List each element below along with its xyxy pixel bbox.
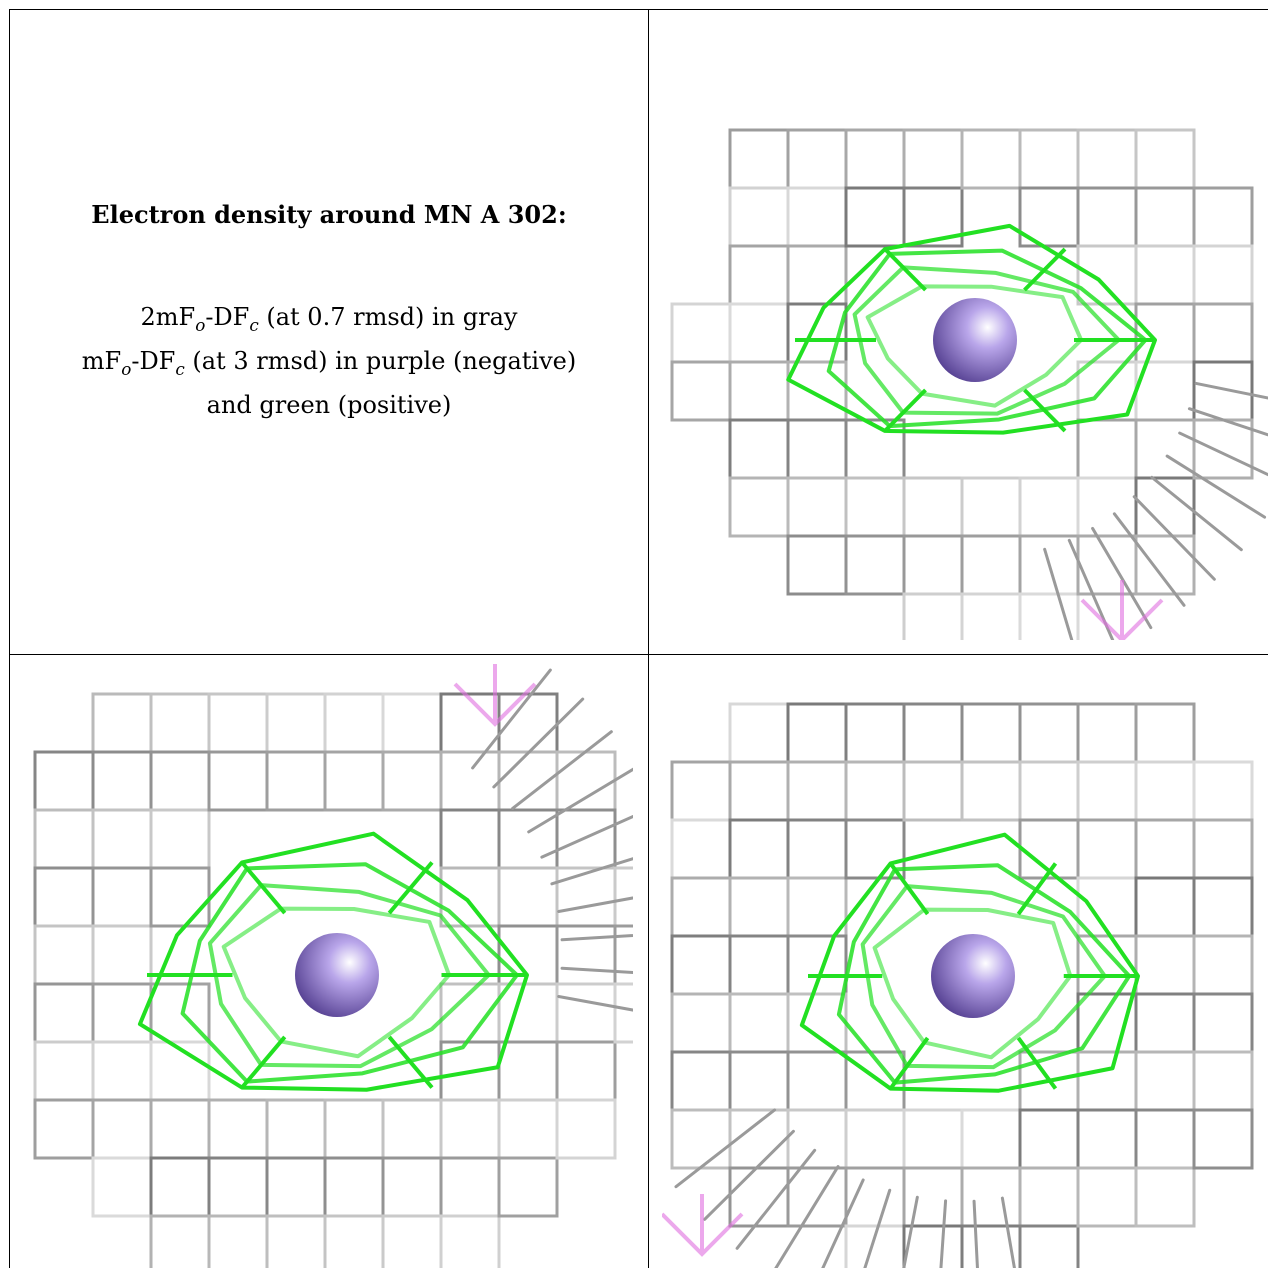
legend-line-gray: 2mFo-DFc (at 0.7 rmsd) in gray <box>140 303 518 335</box>
grid-border-top <box>9 9 1268 10</box>
green-density-mesh <box>799 832 1140 1093</box>
gray-density-mesh <box>670 702 1254 1268</box>
purple-density-mesh <box>453 664 537 727</box>
manganese-atom-sphere <box>933 298 1017 382</box>
grid-border-left <box>9 9 10 1268</box>
legend-title: Electron density around MN A 302: <box>91 200 567 229</box>
density-view-bottom-left <box>25 664 633 1268</box>
grid-divider-horizontal <box>9 654 1268 655</box>
legend-text: 2mFo-DFc (at 0.7 rmsd) in gray mFo-DFc (… <box>82 299 576 423</box>
density-mesh <box>662 702 1254 1268</box>
legend-panel: Electron density around MN A 302: 2mFo-D… <box>10 10 648 654</box>
purple-density-mesh <box>1080 580 1164 640</box>
legend-line-purple: mFo-DFc (at 3 rmsd) in purple (negative) <box>81 346 577 379</box>
purple-density-mesh <box>662 1194 744 1257</box>
gray-density-mesh <box>670 128 1268 640</box>
green-density-mesh <box>137 831 529 1092</box>
figure-grid: Electron density around MN A 302: 2mFo-D… <box>9 9 1268 1268</box>
green-density-mesh <box>786 223 1157 435</box>
gray-density-mesh <box>33 668 633 1268</box>
density-view-bottom-right <box>662 664 1268 1268</box>
density-view-top-right <box>662 10 1268 640</box>
density-mesh <box>33 664 633 1268</box>
density-mesh <box>670 128 1268 640</box>
manganese-atom-sphere <box>295 933 379 1017</box>
legend-line-green: and green (positive) <box>206 390 452 419</box>
grid-divider-vertical <box>648 9 649 1268</box>
manganese-atom-sphere <box>931 934 1015 1018</box>
